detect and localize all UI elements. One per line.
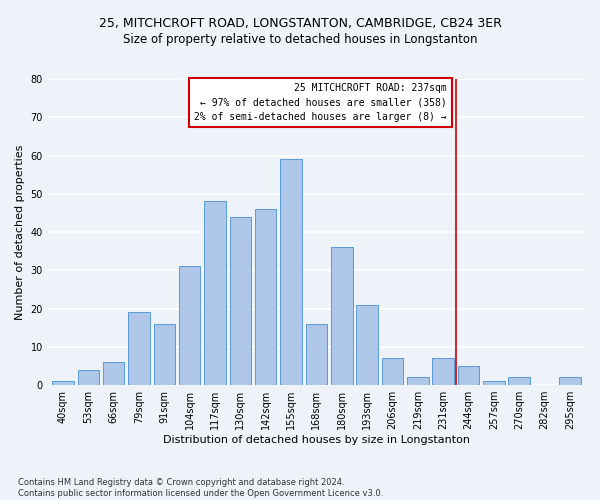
Bar <box>458 366 479 385</box>
Bar <box>52 382 74 385</box>
Text: 25 MITCHCROFT ROAD: 237sqm
← 97% of detached houses are smaller (358)
2% of semi: 25 MITCHCROFT ROAD: 237sqm ← 97% of deta… <box>194 83 447 122</box>
Bar <box>356 304 378 385</box>
Bar <box>433 358 454 385</box>
Bar <box>77 370 99 385</box>
Bar <box>483 382 505 385</box>
Bar <box>230 216 251 385</box>
Bar <box>407 378 428 385</box>
X-axis label: Distribution of detached houses by size in Longstanton: Distribution of detached houses by size … <box>163 435 470 445</box>
Y-axis label: Number of detached properties: Number of detached properties <box>15 144 25 320</box>
Bar <box>154 324 175 385</box>
Text: 25, MITCHCROFT ROAD, LONGSTANTON, CAMBRIDGE, CB24 3ER: 25, MITCHCROFT ROAD, LONGSTANTON, CAMBRI… <box>98 18 502 30</box>
Text: Contains HM Land Registry data © Crown copyright and database right 2024.
Contai: Contains HM Land Registry data © Crown c… <box>18 478 383 498</box>
Text: Size of property relative to detached houses in Longstanton: Size of property relative to detached ho… <box>123 32 477 46</box>
Bar <box>204 202 226 385</box>
Bar <box>508 378 530 385</box>
Bar <box>179 266 200 385</box>
Bar <box>331 248 353 385</box>
Bar <box>128 312 150 385</box>
Bar <box>103 362 124 385</box>
Bar <box>305 324 327 385</box>
Bar <box>559 378 581 385</box>
Bar <box>255 209 277 385</box>
Bar <box>382 358 403 385</box>
Bar <box>280 160 302 385</box>
